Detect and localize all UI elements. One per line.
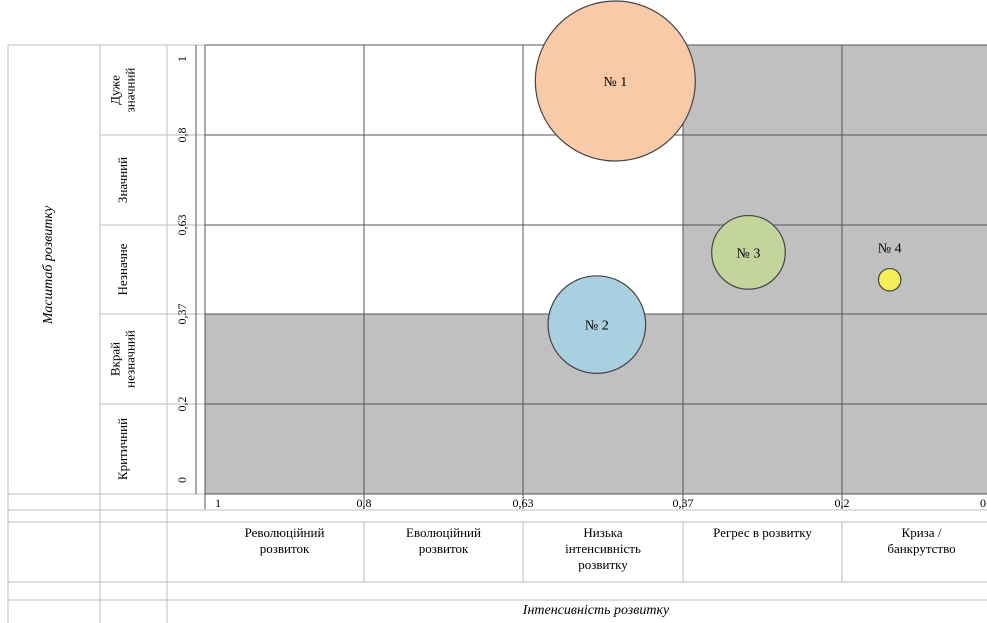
column-label-line: Революційний <box>245 525 325 540</box>
tick-labels: 1 0,8 0,63 0,37 0,2 0 0 0,2 0,37 0,63 0,8 1 <box>175 56 986 510</box>
row-label-line: Критичний <box>115 418 130 480</box>
matrix-cell <box>683 45 842 135</box>
matrix-cell <box>205 135 364 225</box>
y-tick-label: 1 <box>175 56 189 62</box>
bubble-label-2: № 2 <box>585 319 609 334</box>
bubbles: № 1 № 2 № 3 № 4 <box>534 0 902 374</box>
bubble-1 <box>534 0 696 162</box>
x-tick-label: 0 <box>980 496 986 510</box>
bubble-label-3: № 3 <box>737 246 761 261</box>
matrix-cell <box>205 225 364 314</box>
bubble-4 <box>877 267 902 292</box>
bubble-label-1: № 1 <box>603 75 627 90</box>
x-tick-label: 0,63 <box>513 496 534 510</box>
column-label-line: розвиток <box>260 541 310 556</box>
x-tick-label: 0,8 <box>357 496 372 510</box>
y-tick-label: 0,37 <box>175 304 189 325</box>
matrix-cell <box>364 225 523 314</box>
x-tick-label: 1 <box>215 496 221 510</box>
column-label-line: розвитку <box>578 557 628 572</box>
column-label-line: Криза / <box>902 525 942 540</box>
table-lines <box>7 44 987 623</box>
matrix-cell <box>842 45 987 135</box>
column-label-line: Еволюційний <box>406 525 481 540</box>
bubble-label-4: № 4 <box>878 242 902 257</box>
column-label-line: розвиток <box>419 541 469 556</box>
column-labels: РеволюційнийрозвитокЕволюційнийрозвитокН… <box>245 525 956 572</box>
matrix-cell <box>364 314 523 404</box>
row-label-line: значний <box>123 68 138 113</box>
row-labels: Дуже значний Значний Незначне Вкрай незначний… <box>108 68 138 481</box>
matrix-cell <box>683 314 842 404</box>
x-tick-label: 0,2 <box>835 496 850 510</box>
matrix-cell <box>364 404 523 494</box>
bubble-2 <box>547 275 647 374</box>
row-label-line: Незначне <box>115 243 130 295</box>
row-label-line: незначний <box>123 330 138 388</box>
column-label-line: інтенсивність <box>565 541 641 556</box>
matrix-cell <box>842 135 987 225</box>
matrix-cell <box>683 135 842 225</box>
bubble-3 <box>711 214 786 290</box>
matrix-cell <box>205 404 364 494</box>
matrix-cell <box>842 225 987 314</box>
column-label-line: банкрутство <box>887 541 955 556</box>
y-axis-title: Масштаб розвитку <box>41 205 56 325</box>
row-label-line: Значний <box>115 157 130 203</box>
matrix-cell <box>364 45 523 135</box>
matrix-cell <box>842 314 987 404</box>
matrix-cell <box>523 404 683 494</box>
y-tick-label: 0 <box>175 477 189 483</box>
matrix-cell <box>683 404 842 494</box>
matrix-cell <box>205 314 364 404</box>
matrix-cell <box>205 45 364 135</box>
matrix-cell <box>842 404 987 494</box>
y-tick-label: 0,8 <box>175 128 189 143</box>
column-label-line: Регрес в розвитку <box>713 525 812 540</box>
row-label-line: Дуже <box>108 75 123 105</box>
x-axis-title: Інтенсивність розвитку <box>522 603 670 618</box>
row-label-line: Вкрай <box>108 342 123 376</box>
x-tick-label: 0,37 <box>673 496 694 510</box>
column-label-line: Низька <box>583 525 623 540</box>
y-tick-label: 0,63 <box>175 215 189 236</box>
y-tick-label: 0,2 <box>175 397 189 412</box>
matrix-cell <box>364 135 523 225</box>
